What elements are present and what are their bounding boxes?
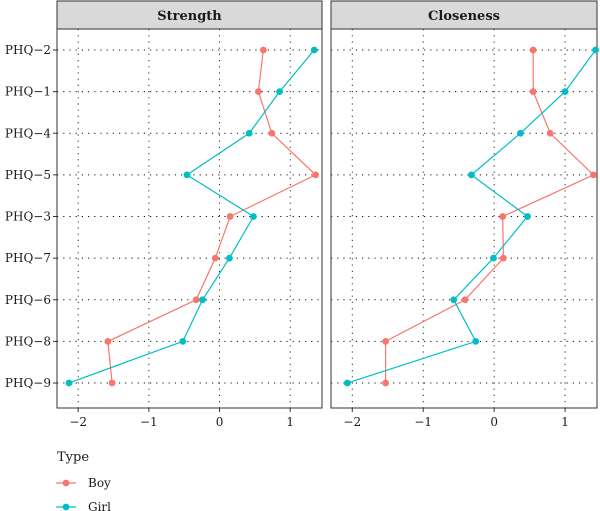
data-point	[179, 337, 187, 345]
y-tick-label: PHQ−8	[5, 334, 51, 348]
panel-strength: Strength −2 −1 0 1 PHQ−2 PHQ−1 PHQ−4 PHQ−5 PHQ−3 P…	[5, 0, 323, 429]
legend-key-point	[62, 479, 70, 487]
legend-title: Type	[57, 450, 89, 465]
data-point	[516, 129, 524, 137]
series-girl	[65, 46, 318, 387]
data-point	[592, 46, 599, 54]
data-point	[245, 129, 253, 137]
y-tick-label: PHQ−7	[5, 251, 51, 265]
data-point	[472, 337, 480, 345]
data-point	[461, 296, 469, 304]
data-point	[561, 88, 569, 96]
series-girl	[343, 46, 599, 387]
y-tick-label: PHQ−3	[5, 210, 51, 224]
facet-strip	[56, 0, 323, 30]
y-tick-label: PHQ−1	[5, 85, 51, 99]
x-tick-label: 1	[561, 415, 569, 429]
x-tick-label: −2	[343, 415, 361, 429]
legend-key-point	[62, 503, 70, 511]
data-point	[183, 171, 191, 179]
y-tick-label: PHQ−4	[5, 126, 51, 140]
data-point	[529, 88, 537, 96]
data-point	[499, 213, 507, 220]
data-point	[529, 46, 537, 54]
data-point	[524, 213, 531, 220]
data-point	[192, 296, 200, 304]
series-boy	[382, 46, 597, 387]
x-tick-label: 1	[286, 415, 294, 429]
panel-border	[330, 28, 598, 409]
legend-item-boy: Boy	[56, 476, 111, 490]
facet-strip	[330, 0, 598, 30]
data-point	[382, 337, 390, 345]
y-tick-label: PHQ−6	[5, 293, 51, 307]
x-tick-label: 0	[490, 415, 498, 429]
facet-title: Strength	[157, 9, 222, 24]
data-point	[499, 254, 507, 262]
data-point	[108, 379, 116, 387]
legend-item-girl: Girl	[56, 500, 111, 511]
data-point	[199, 296, 206, 304]
legend-label: Boy	[88, 476, 111, 490]
x-tick-label: 0	[216, 415, 224, 429]
x-tick-label: −1	[414, 415, 432, 429]
data-point	[276, 88, 283, 96]
data-point	[226, 213, 234, 220]
data-point	[259, 46, 267, 54]
data-point	[268, 129, 276, 137]
data-point	[255, 88, 262, 96]
panel-border	[56, 28, 323, 409]
plot-area	[330, 28, 598, 409]
y-tick-label: PHQ−9	[5, 376, 51, 390]
series-boy	[104, 46, 320, 387]
data-point	[450, 296, 458, 304]
legend-label: Girl	[88, 500, 111, 511]
x-tick-label: −2	[69, 415, 87, 429]
y-tick-label: PHQ−2	[5, 43, 51, 57]
x-tick-label: −1	[140, 415, 158, 429]
data-point	[590, 171, 597, 179]
data-point	[490, 254, 497, 262]
data-point	[211, 254, 219, 262]
data-point	[343, 379, 351, 387]
data-point	[312, 171, 320, 179]
y-tick-label: PHQ−5	[5, 168, 51, 182]
data-point	[65, 379, 73, 387]
data-point	[250, 213, 257, 220]
panels: Strength −2 −1 0 1 PHQ−2 PHQ−1 PHQ−4 PHQ−5 PHQ−3 P…	[5, 0, 599, 429]
data-point	[104, 337, 112, 345]
plot-area	[56, 28, 323, 409]
panel-closeness: Closeness −2 −1 0 1	[330, 0, 599, 429]
data-point	[226, 254, 233, 262]
data-point	[468, 171, 475, 179]
data-point	[310, 46, 318, 54]
data-point	[382, 379, 390, 387]
data-point	[546, 129, 554, 137]
legend: Type Boy Girl	[56, 450, 111, 511]
facet-title: Closeness	[428, 9, 500, 24]
